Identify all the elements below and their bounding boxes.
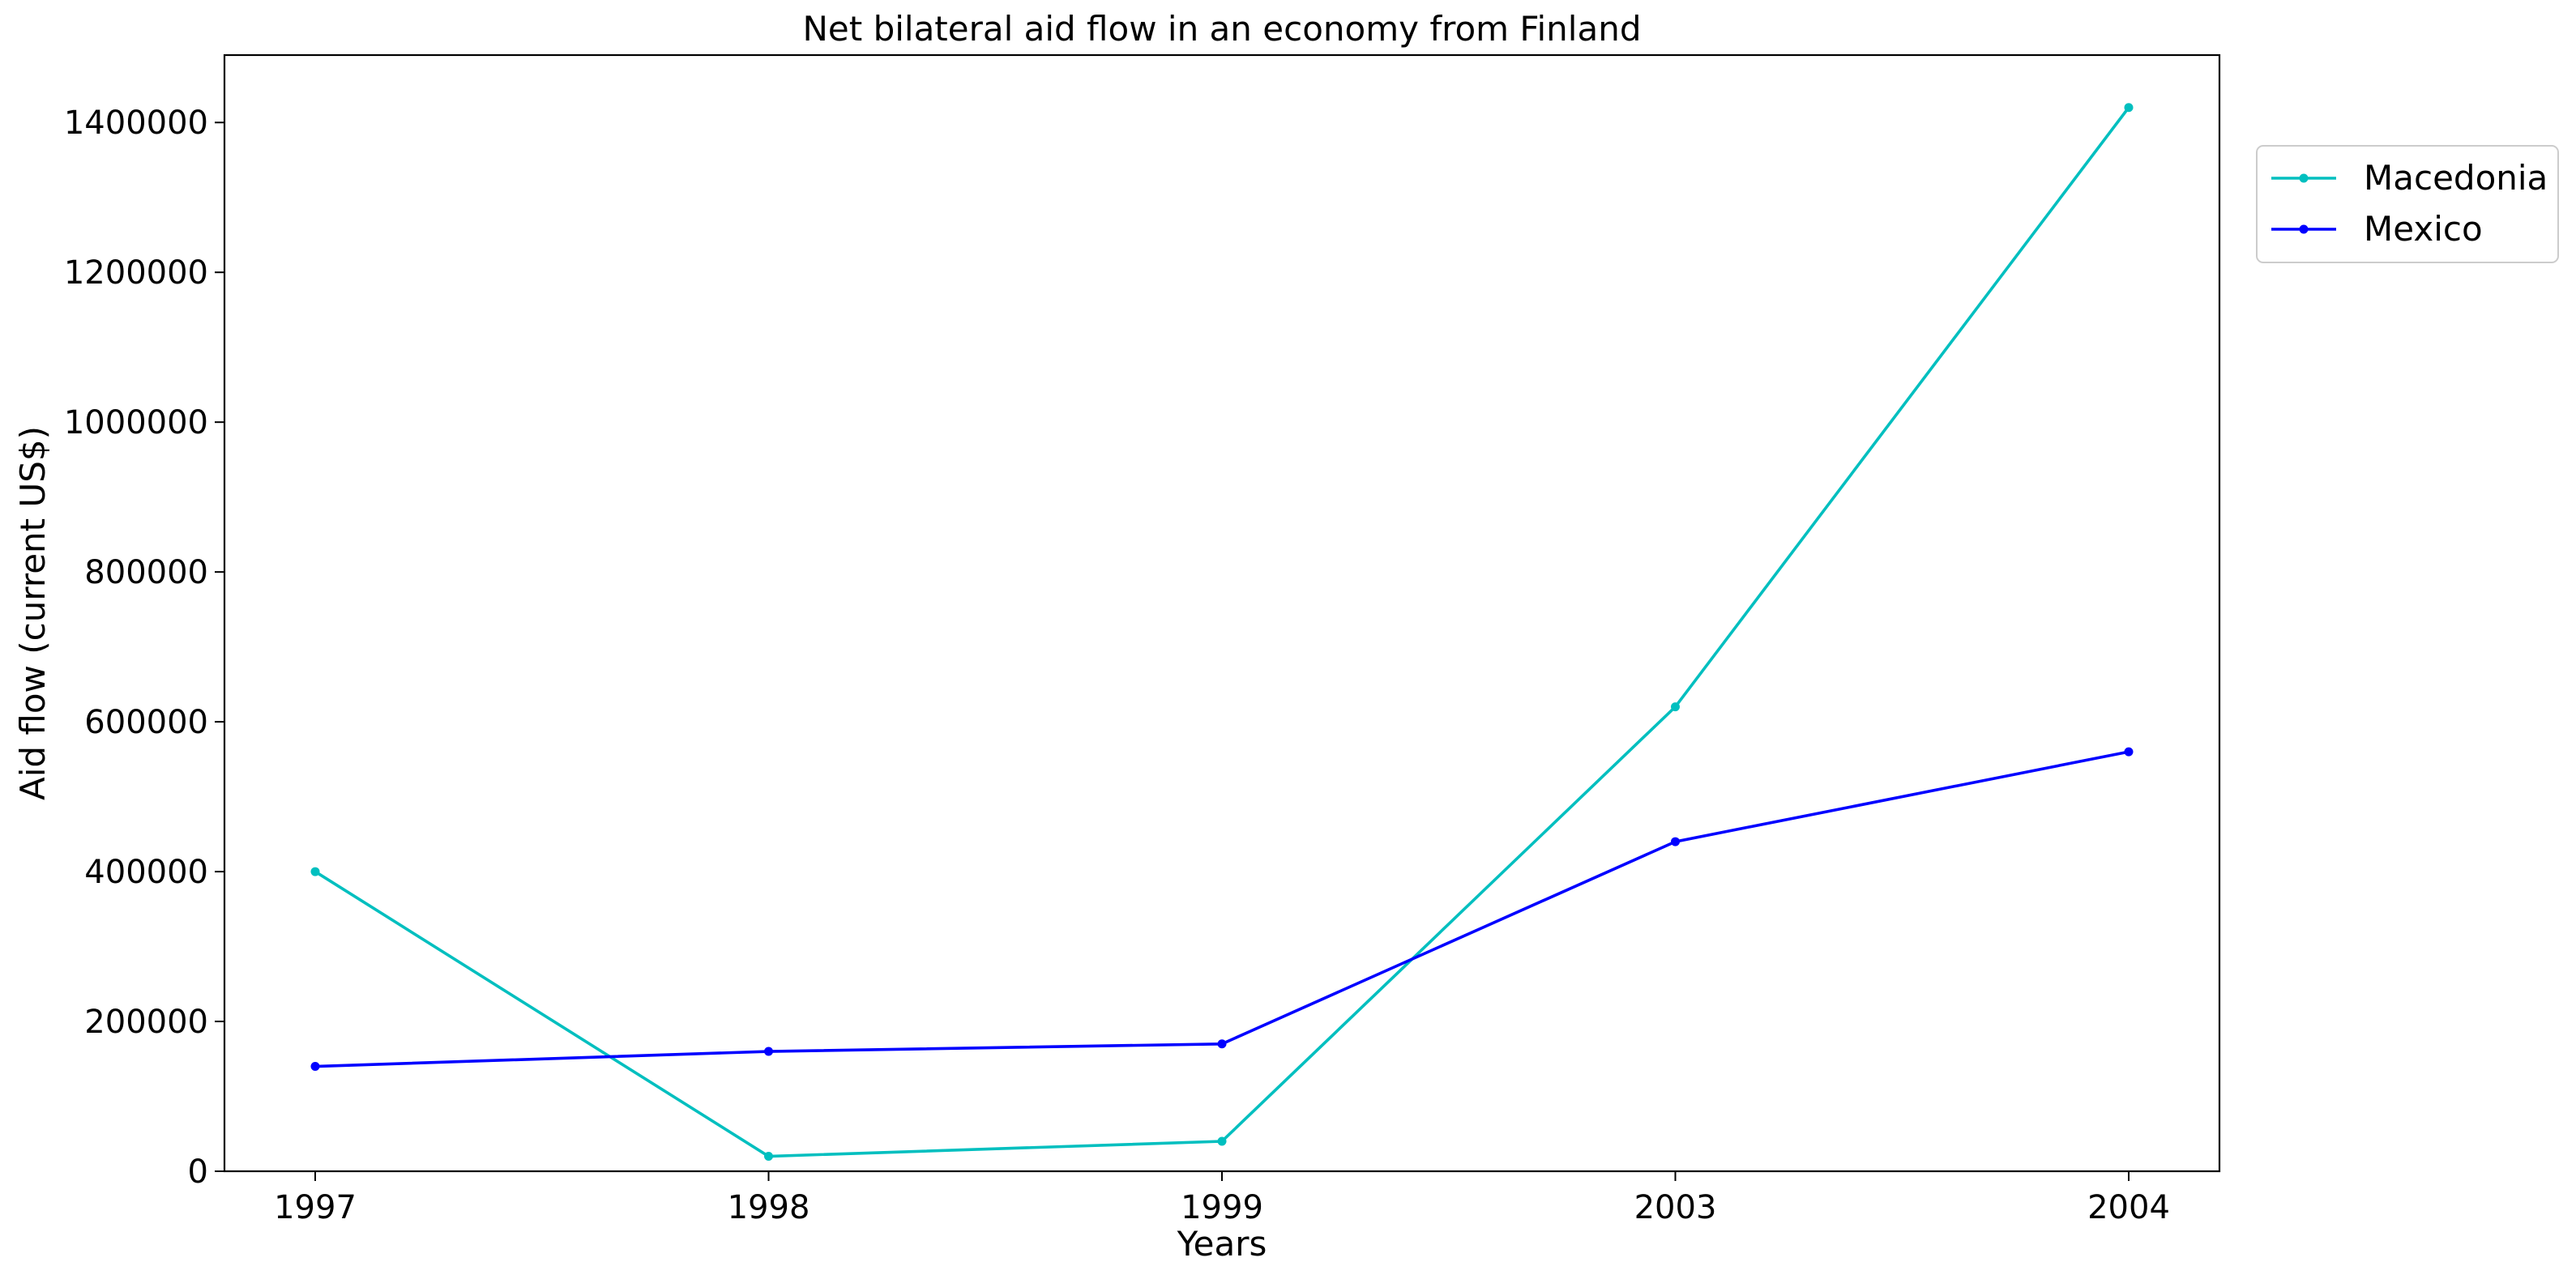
data-point-mexico (764, 1047, 773, 1056)
legend: Macedonia Mexico (2256, 145, 2559, 263)
y-tick-label: 200000 (84, 1004, 208, 1041)
legend-marker-mexico (2299, 224, 2309, 234)
data-point-macedonia (764, 1152, 773, 1162)
legend-label-mexico: Mexico (2364, 209, 2483, 249)
data-point-mexico (310, 1062, 320, 1072)
legend-label-macedonia: Macedonia (2364, 158, 2548, 198)
y-tick-label: 1000000 (64, 404, 208, 441)
series-layer (310, 103, 2134, 1162)
y-tick-label: 400000 (84, 854, 208, 891)
legend-marker-macedonia (2299, 173, 2309, 183)
y-tick-label: 1400000 (64, 104, 208, 142)
x-axis: 1997 1998 1999 2003 2004 (274, 1171, 2170, 1226)
data-point-mexico (1671, 837, 1680, 846)
series-line-macedonia (314, 106, 2130, 1158)
x-tick-label: 1998 (728, 1189, 810, 1226)
y-tick-label: 0 (188, 1153, 208, 1191)
x-axis-title: Years (1177, 1224, 1267, 1264)
data-point-mexico (1217, 1039, 1227, 1049)
data-point-macedonia (2124, 103, 2134, 113)
series-line-mexico (314, 750, 2130, 1068)
data-point-macedonia (1217, 1136, 1227, 1146)
y-axis: 0 200000 400000 600000 800000 1000000 1200000 1… (64, 104, 224, 1191)
legend-frame (2256, 145, 2559, 263)
x-tick-label: 2004 (2087, 1189, 2170, 1226)
chart-title: Net bilateral aid flow in an economy fro… (803, 9, 1642, 49)
data-point-macedonia (310, 867, 320, 876)
y-tick-label: 600000 (84, 704, 208, 741)
data-point-macedonia (1671, 702, 1680, 712)
y-tick-label: 1200000 (64, 254, 208, 292)
y-axis-title: Aid flow (current US$) (13, 426, 53, 800)
data-point-mexico (2124, 747, 2134, 757)
x-tick-label: 1999 (1181, 1189, 1263, 1226)
y-tick-label: 800000 (84, 554, 208, 591)
x-tick-label: 2003 (1634, 1189, 1717, 1226)
x-tick-label: 1997 (274, 1189, 357, 1226)
